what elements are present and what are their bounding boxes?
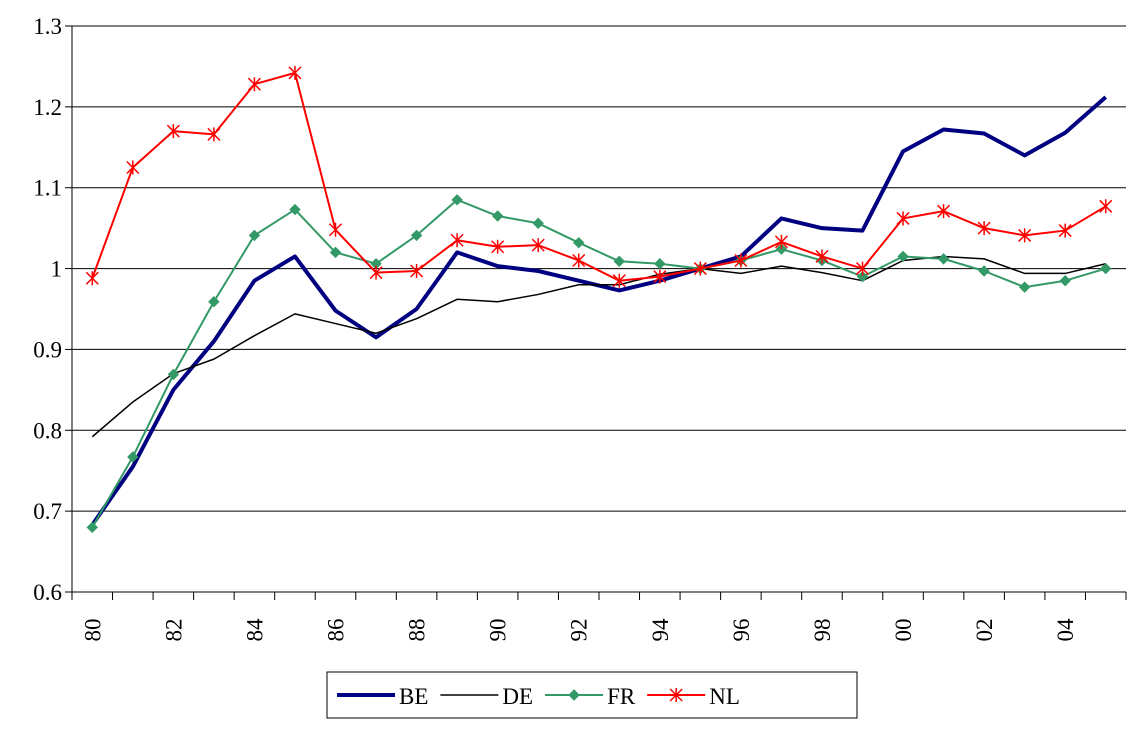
x-tick-label: 82 — [161, 619, 186, 642]
y-tick-label: 1.2 — [33, 95, 62, 120]
legend-label: BE — [399, 684, 428, 709]
y-tick-label: 0.9 — [33, 337, 62, 362]
marker — [127, 451, 139, 463]
marker — [896, 211, 910, 226]
marker — [1018, 228, 1032, 243]
x-tick-label: 86 — [324, 619, 349, 642]
marker — [669, 688, 683, 702]
marker — [613, 255, 625, 268]
marker — [1100, 262, 1112, 275]
marker — [1099, 199, 1113, 214]
series-line — [91, 255, 1106, 438]
marker — [207, 127, 221, 142]
marker — [977, 221, 991, 236]
y-tick-label: 0.7 — [33, 499, 62, 524]
marker — [369, 265, 383, 280]
x-tick-label: 96 — [729, 619, 754, 642]
marker — [775, 243, 788, 255]
y-tick-label: 1 — [51, 257, 63, 282]
marker — [653, 269, 667, 284]
marker — [491, 210, 504, 222]
x-tick-label: 84 — [242, 618, 267, 642]
marker — [451, 194, 463, 206]
marker — [167, 368, 180, 381]
x-tick-label: 94 — [648, 618, 673, 642]
y-tick-label: 0.8 — [33, 418, 62, 443]
marker — [410, 229, 423, 242]
marker — [1018, 281, 1031, 293]
x-tick-label: 90 — [486, 619, 511, 642]
marker — [856, 270, 869, 283]
marker — [531, 238, 545, 253]
legend-label: FR — [607, 684, 636, 709]
marker — [897, 250, 909, 263]
marker — [208, 296, 220, 308]
legend-label: NL — [709, 684, 740, 709]
y-tick-label: 1.3 — [33, 14, 62, 39]
x-tick-label: 04 — [1053, 618, 1078, 642]
x-tick-label: 02 — [972, 619, 997, 642]
marker — [85, 271, 99, 286]
x-tick-label: 98 — [810, 619, 835, 642]
marker — [612, 273, 626, 288]
x-tick-label: 88 — [405, 619, 430, 642]
marker — [532, 217, 544, 229]
marker — [774, 234, 788, 249]
marker — [450, 233, 464, 248]
marker — [328, 222, 343, 237]
y-tick-label: 1.1 — [33, 176, 62, 201]
marker — [491, 239, 505, 254]
marker — [1059, 274, 1071, 287]
marker — [815, 249, 829, 264]
marker — [86, 521, 98, 534]
marker — [289, 203, 301, 216]
marker — [568, 689, 580, 701]
legend: BE DE FR NL — [326, 671, 858, 719]
marker — [978, 265, 990, 277]
marker — [573, 236, 585, 249]
y-tick-label: 0.6 — [33, 580, 62, 605]
marker — [937, 204, 951, 219]
marker — [329, 246, 342, 259]
legend-label: DE — [502, 684, 533, 709]
marker — [247, 77, 261, 92]
marker — [410, 263, 424, 278]
marker — [572, 253, 586, 268]
marker — [248, 229, 261, 242]
series-line — [90, 95, 1108, 527]
marker — [288, 65, 302, 80]
marker — [855, 261, 870, 276]
marker — [734, 253, 748, 268]
x-tick-label: 80 — [80, 619, 105, 642]
x-tick-label: 00 — [891, 619, 916, 642]
marker — [1058, 223, 1072, 238]
series-line — [91, 71, 1107, 282]
marker — [693, 261, 707, 276]
series-line — [91, 198, 1107, 528]
marker — [937, 253, 950, 265]
marker — [126, 160, 140, 175]
marker — [654, 258, 666, 270]
x-tick-label: 92 — [567, 619, 592, 642]
marker — [166, 124, 180, 139]
